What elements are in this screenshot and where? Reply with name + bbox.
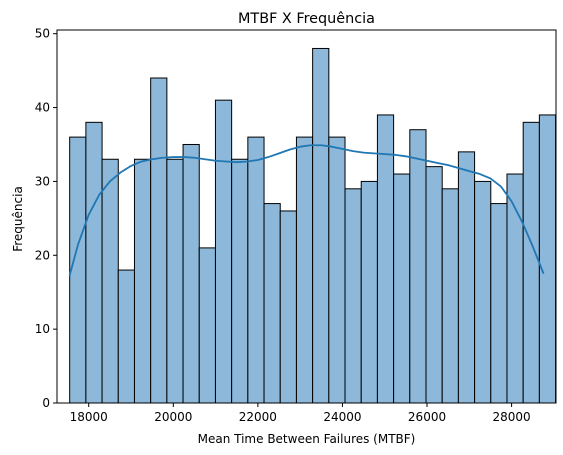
y-tick-label: 10 (35, 322, 50, 336)
histogram-bar (360, 180, 378, 404)
histogram-bar (312, 47, 330, 404)
x-tick-label: 18000 (70, 410, 108, 424)
kde-line (68, 144, 545, 277)
histogram-bar (344, 188, 362, 404)
histogram-bar (279, 210, 297, 404)
y-axis-label: Frequência (11, 186, 25, 252)
x-tick-label: 20000 (154, 410, 192, 424)
histogram-bar (85, 121, 103, 404)
histogram-bar (117, 269, 135, 404)
histogram-bar (263, 203, 281, 404)
histogram-bar (538, 114, 557, 404)
histogram-bar (441, 188, 459, 404)
histogram-bar (182, 143, 200, 404)
histogram-bar (150, 77, 168, 404)
x-tick-label: 24000 (323, 410, 361, 424)
y-tick-label: 40 (35, 101, 50, 115)
histogram-bar (376, 114, 395, 404)
histogram-bar (101, 158, 119, 404)
axes: 18000 20000 22000 24000 26000 28000 0 10 20 30 40 5… (35, 27, 557, 424)
x-tick-label: 26000 (408, 410, 446, 424)
histogram-bar (522, 121, 540, 404)
histogram-bar (328, 136, 346, 404)
plot-area (68, 47, 557, 404)
histogram-bar (166, 158, 184, 404)
histogram-bar (490, 203, 508, 404)
histogram-bar (457, 151, 476, 404)
histogram-bar (214, 99, 233, 404)
x-tick-label: 22000 (239, 410, 277, 424)
y-tick-label: 20 (35, 248, 50, 262)
x-tick-label: 28000 (493, 410, 531, 424)
histogram-bar (425, 166, 443, 404)
histogram-bar (69, 136, 87, 404)
histogram-bar (295, 136, 314, 404)
histogram-bar (133, 158, 152, 404)
x-axis-label: Mean Time Between Failures (MTBF) (198, 432, 416, 446)
axes-frame (56, 29, 557, 404)
chart-title: MTBF X Frequência (238, 11, 375, 27)
histogram-bar (409, 129, 427, 404)
y-tick-label: 50 (35, 27, 50, 41)
histogram-bar (474, 180, 492, 404)
histogram-bar (231, 158, 249, 404)
y-tick-label: 0 (42, 396, 50, 410)
histogram-bar (247, 136, 265, 404)
y-tick-label: 30 (35, 174, 50, 188)
histogram-bar (198, 247, 216, 404)
histogram-bar (393, 173, 411, 404)
